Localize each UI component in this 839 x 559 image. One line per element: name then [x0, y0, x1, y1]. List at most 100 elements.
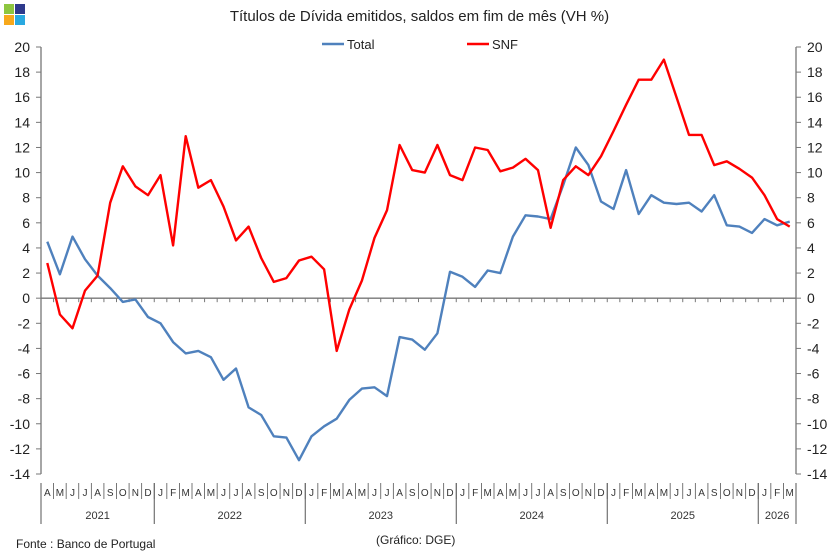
month-label: A — [547, 488, 554, 499]
month-label: O — [270, 488, 278, 499]
right-y-tick-label: 0 — [807, 290, 815, 306]
left-y-tick-label: 20 — [14, 39, 30, 55]
right-y-tick-label: 10 — [807, 165, 823, 181]
legend-label-total: Total — [347, 37, 375, 52]
right-y-tick-label: 20 — [807, 39, 823, 55]
month-label: D — [446, 488, 453, 499]
right-y-tick-label: 8 — [807, 190, 815, 206]
right-y-tick-label: 16 — [807, 89, 823, 105]
month-label: A — [396, 488, 403, 499]
month-label: D — [597, 488, 604, 499]
month-label: M — [182, 488, 190, 499]
left-y-tick-label: 4 — [22, 240, 30, 256]
month-label: J — [221, 488, 226, 499]
month-label: A — [648, 488, 655, 499]
month-label: S — [711, 488, 718, 499]
month-label: J — [385, 488, 390, 499]
month-label: A — [245, 488, 252, 499]
right-y-tick-label: -14 — [807, 466, 827, 482]
month-label: J — [83, 488, 88, 499]
year-label: 2024 — [520, 510, 544, 522]
month-label: F — [321, 488, 327, 499]
month-label: A — [497, 488, 504, 499]
month-label: O — [723, 488, 731, 499]
month-label: M — [484, 488, 492, 499]
source-note: Fonte : Banco de Portugal — [16, 537, 156, 551]
month-label: M — [786, 488, 794, 499]
month-label: N — [283, 488, 290, 499]
month-label: A — [195, 488, 202, 499]
month-label: J — [611, 488, 616, 499]
right-y-tick-label: -8 — [807, 391, 820, 407]
month-label: J — [674, 488, 679, 499]
right-y-tick-label: 4 — [807, 240, 815, 256]
left-y-tick-label: 6 — [22, 215, 30, 231]
year-label: 2021 — [85, 510, 109, 522]
left-y-tick-label: 16 — [14, 89, 30, 105]
left-y-tick-label: 10 — [14, 165, 30, 181]
month-label: M — [635, 488, 643, 499]
month-label: S — [107, 488, 114, 499]
month-label: M — [333, 488, 341, 499]
left-y-tick-label: -12 — [10, 441, 30, 457]
month-label: J — [762, 488, 767, 499]
month-label: M — [358, 488, 366, 499]
right-y-tick-label: -12 — [807, 441, 827, 457]
left-y-tick-label: 0 — [22, 290, 30, 306]
right-y-tick-label: 2 — [807, 265, 815, 281]
month-label: J — [523, 488, 528, 499]
month-label: D — [144, 488, 151, 499]
month-label: J — [687, 488, 692, 499]
month-label: A — [346, 488, 353, 499]
month-label: J — [372, 488, 377, 499]
month-label: N — [434, 488, 441, 499]
month-label: M — [660, 488, 668, 499]
chart-title: Títulos de Dívida emitidos, saldos em fi… — [229, 8, 610, 25]
year-label: 2025 — [671, 510, 695, 522]
left-y-tick-label: -8 — [18, 391, 31, 407]
month-label: J — [460, 488, 465, 499]
year-label: 2026 — [765, 510, 789, 522]
right-y-tick-label: -4 — [807, 340, 820, 356]
year-label: 2023 — [369, 510, 393, 522]
left-y-tick-label: -10 — [10, 416, 30, 432]
right-y-tick-label: -10 — [807, 416, 827, 432]
month-label: J — [158, 488, 163, 499]
month-label: N — [736, 488, 743, 499]
left-y-tick-label: -14 — [10, 466, 30, 482]
left-y-tick-label: 8 — [22, 190, 30, 206]
month-label: S — [409, 488, 416, 499]
left-y-tick-label: -2 — [18, 315, 31, 331]
month-label: N — [132, 488, 139, 499]
month-label: O — [119, 488, 127, 499]
month-label: S — [258, 488, 265, 499]
month-label: M — [509, 488, 517, 499]
left-y-tick-label: -4 — [18, 340, 31, 356]
month-label: J — [309, 488, 314, 499]
month-label: O — [572, 488, 580, 499]
logo-icon — [4, 4, 26, 26]
month-label: F — [623, 488, 629, 499]
legend-label-snf: SNF — [492, 37, 518, 52]
month-label: S — [560, 488, 567, 499]
month-label: D — [295, 488, 302, 499]
left-y-tick-label: 12 — [14, 139, 30, 155]
month-label: F — [774, 488, 780, 499]
month-label: M — [56, 488, 64, 499]
right-y-tick-label: 14 — [807, 114, 823, 130]
month-label: A — [44, 488, 51, 499]
month-label: J — [536, 488, 541, 499]
chart-credit: (Gráfico: DGE) — [376, 533, 456, 547]
right-y-tick-label: 12 — [807, 139, 823, 155]
month-label: J — [70, 488, 75, 499]
year-label: 2022 — [218, 510, 242, 522]
left-y-tick-label: 18 — [14, 64, 30, 80]
month-label: N — [585, 488, 592, 499]
left-y-tick-label: 2 — [22, 265, 30, 281]
right-y-tick-label: -2 — [807, 315, 820, 331]
right-y-tick-label: 6 — [807, 215, 815, 231]
month-label: M — [207, 488, 215, 499]
month-label: F — [170, 488, 176, 499]
month-label: J — [234, 488, 239, 499]
